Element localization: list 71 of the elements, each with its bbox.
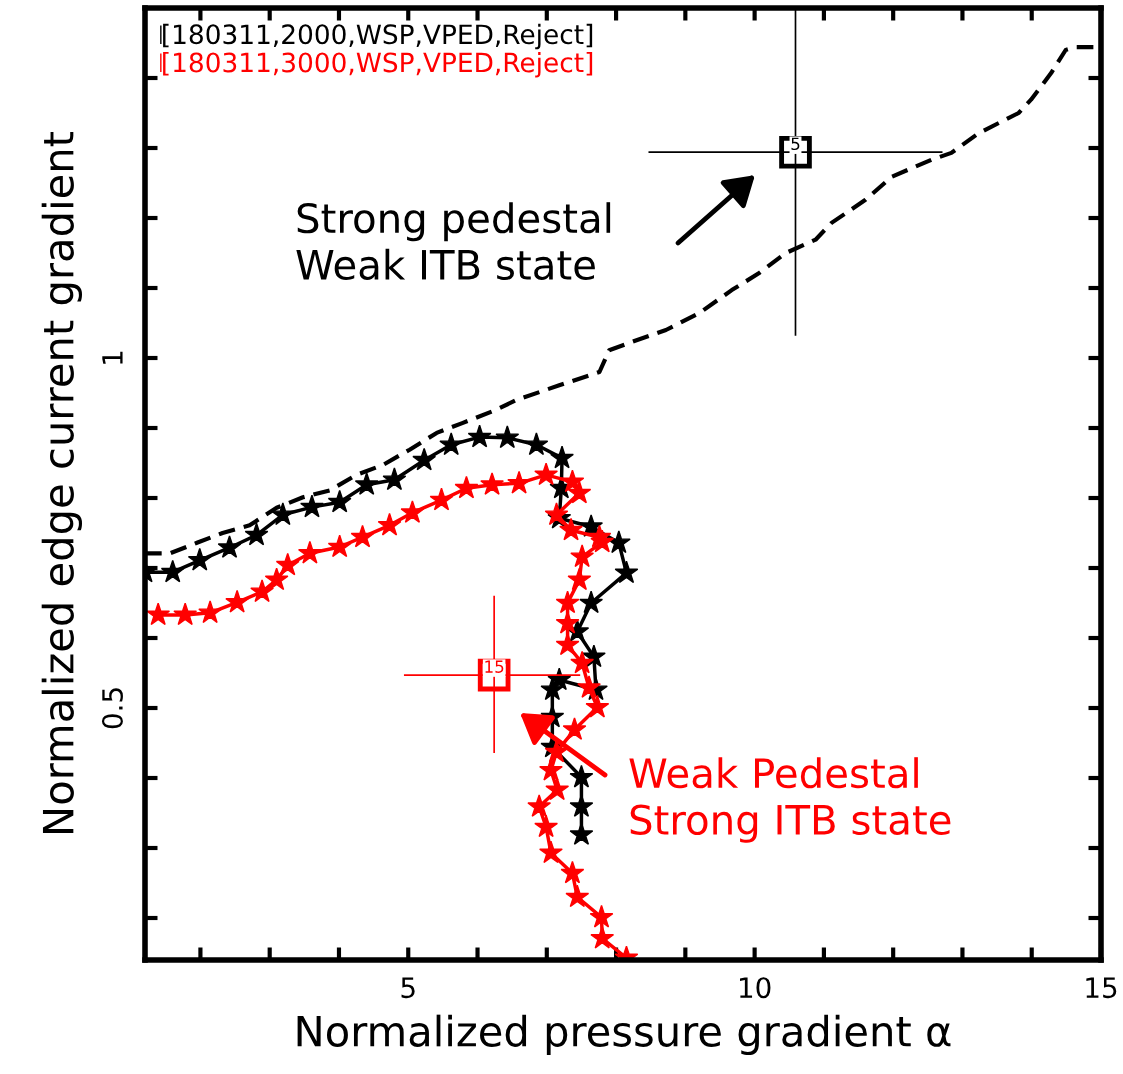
x-axis-title: Normalized pressure gradient α [297,1014,951,1055]
point [467,424,492,448]
point [198,600,223,624]
y-tick-label: 1 [102,351,123,364]
point [350,524,375,548]
point [539,757,563,781]
point [590,925,615,949]
point [562,717,587,740]
annotation: 15 [485,660,504,673]
point [354,472,379,495]
point [412,447,437,471]
point [527,794,552,817]
point [570,544,595,568]
point [507,470,532,494]
point [429,487,454,511]
legend-label: [180311,2000,WSP,VPED,Reject] [163,23,593,50]
point [534,814,559,838]
point [555,632,580,656]
point [524,432,549,456]
point [400,500,425,523]
y-axis-title: Normalized edge current gradient [41,132,83,833]
annotation: 5 [791,137,800,151]
point [550,445,574,469]
point [244,522,269,546]
point [217,535,242,558]
point [569,822,594,845]
point [534,462,559,486]
point [585,694,610,718]
point [439,432,464,456]
point [297,540,322,564]
point [327,489,352,513]
point [539,840,563,864]
point [590,529,615,553]
point [545,777,570,801]
point [173,602,198,626]
point [225,589,250,613]
point [327,534,352,558]
annotation: Strong pedestal Weak ITB state [296,202,611,280]
point [570,650,595,674]
point [567,567,592,591]
point [577,675,601,698]
point [569,764,594,788]
point [146,602,171,626]
point [264,567,289,591]
point [614,560,639,584]
point [250,579,274,603]
point [270,502,295,526]
point [540,677,565,701]
point [579,590,604,614]
point [377,512,402,536]
point [589,904,614,928]
point [555,590,580,614]
point [187,547,212,571]
point [559,517,583,541]
legend-label: [180311,3000,WSP,VPED,Reject] [163,52,593,78]
y-tick-label: 0.5 [101,688,123,729]
point [565,884,590,908]
point [160,559,185,583]
annotation: Weak Pedestal Strong ITB state [629,757,951,843]
point [454,475,479,499]
point [567,480,592,504]
x-tick-label: 15 [1086,977,1117,999]
point [300,494,324,518]
x-tick-label: 10 [740,977,771,999]
x-tick-label: 5 [401,977,415,999]
point [275,552,300,576]
point [560,860,585,884]
point [495,425,520,449]
point [382,467,407,491]
point [480,472,504,495]
point [569,794,594,817]
